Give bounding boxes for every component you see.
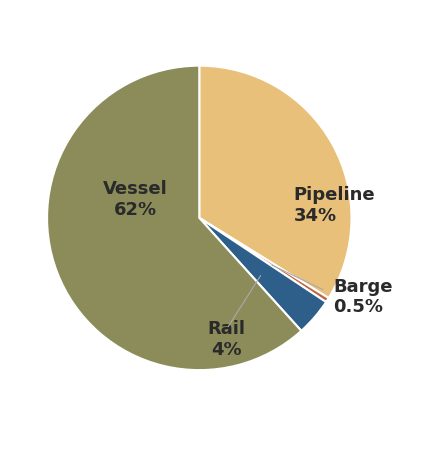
Text: Rail
4%: Rail 4% (208, 320, 246, 359)
Text: Vessel
62%: Vessel 62% (103, 180, 168, 219)
Wedge shape (199, 66, 351, 298)
Text: Barge
0.5%: Barge 0.5% (333, 278, 393, 317)
Text: Pipeline
34%: Pipeline 34% (294, 186, 375, 225)
Wedge shape (199, 218, 326, 331)
Wedge shape (199, 218, 329, 302)
Wedge shape (47, 66, 301, 370)
